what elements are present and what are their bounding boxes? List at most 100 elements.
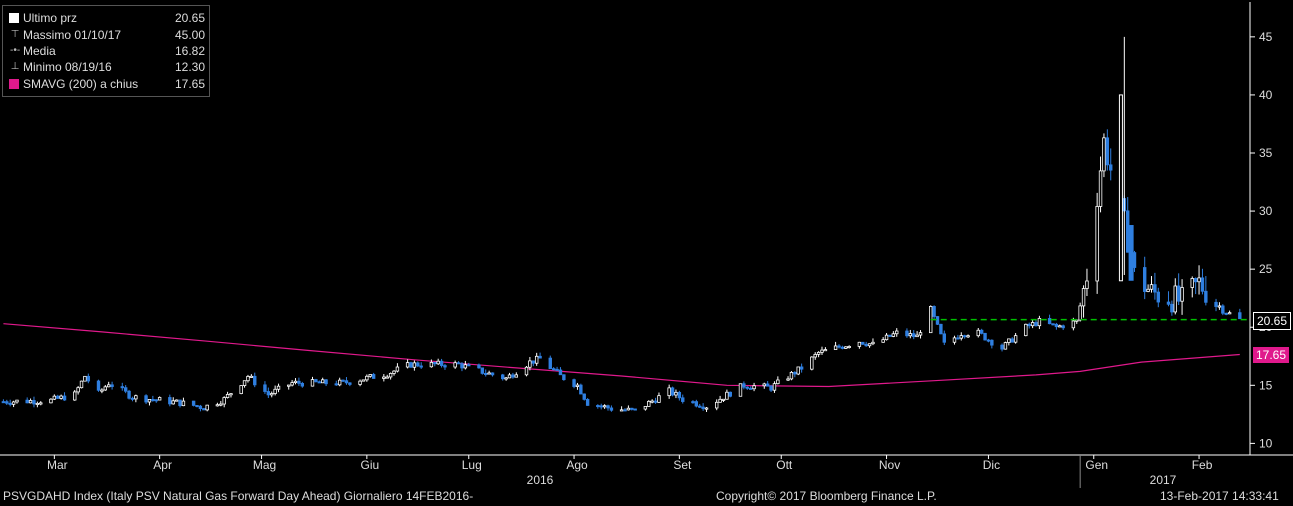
candle-down bbox=[314, 379, 318, 383]
candle-down bbox=[538, 355, 542, 359]
y-tick-label: 35 bbox=[1259, 146, 1273, 160]
candle-down bbox=[939, 323, 943, 335]
candle-up bbox=[626, 407, 631, 411]
candle-up bbox=[881, 339, 885, 343]
candle-down bbox=[202, 408, 206, 411]
candle-up bbox=[1102, 137, 1106, 172]
x-tick-label: Apr bbox=[153, 458, 172, 472]
candle-up bbox=[1007, 338, 1011, 343]
candle-down bbox=[769, 385, 773, 391]
candle-up bbox=[504, 377, 508, 380]
candle-up bbox=[884, 334, 889, 341]
candle-up bbox=[1003, 342, 1008, 350]
footer-index-text: PSVGDAHD Index (Italy PSV Natural Gas Fo… bbox=[3, 489, 474, 503]
candle-up bbox=[725, 391, 729, 400]
candle-down bbox=[585, 399, 590, 406]
candle-up bbox=[229, 393, 233, 396]
spike-candle bbox=[1128, 225, 1134, 281]
candle-up bbox=[225, 394, 230, 398]
x-tick-label: Lug bbox=[462, 458, 482, 472]
candle-down bbox=[562, 374, 566, 381]
candle-down bbox=[195, 405, 199, 408]
legend-label: Ultimo prz bbox=[23, 11, 78, 25]
candle-down bbox=[348, 382, 352, 385]
candle-down bbox=[698, 405, 702, 408]
candle-up bbox=[76, 387, 80, 393]
candle-down bbox=[460, 363, 464, 369]
candle-up bbox=[619, 409, 624, 412]
axes-layer: 1015202530354045MarAprMagGiuLugAgoSetOtt… bbox=[0, 2, 1293, 488]
x-tick-label: Set bbox=[673, 458, 692, 472]
legend-item-avg: -•- Media 16.82 bbox=[9, 43, 205, 59]
candle-up bbox=[657, 395, 661, 403]
candle-up bbox=[79, 380, 84, 389]
candle-up bbox=[361, 379, 366, 382]
candle-up bbox=[429, 361, 434, 368]
candle-up bbox=[1149, 284, 1154, 290]
candle-up bbox=[1227, 312, 1232, 315]
candle-down bbox=[986, 339, 991, 342]
candle-up bbox=[667, 387, 671, 397]
candle-down bbox=[198, 405, 203, 409]
candle-up bbox=[776, 379, 780, 385]
candle-down bbox=[1143, 267, 1147, 292]
candle-up bbox=[1098, 170, 1103, 207]
candle-up bbox=[762, 383, 766, 387]
candle-down bbox=[956, 337, 960, 340]
x-tick-label: Mar bbox=[47, 458, 68, 472]
candle-down bbox=[433, 361, 437, 365]
candle-up bbox=[1085, 280, 1089, 289]
candle-down bbox=[416, 362, 420, 367]
last-price-tag: 20.65 bbox=[1253, 311, 1292, 330]
min-marker-icon: ⊥ bbox=[10, 61, 20, 72]
candle-down bbox=[178, 399, 182, 407]
candle-down bbox=[962, 335, 967, 338]
candle-up bbox=[507, 374, 512, 379]
candle-up bbox=[39, 402, 43, 405]
candle-up bbox=[643, 406, 648, 410]
candle-down bbox=[653, 400, 658, 403]
candle-up bbox=[871, 341, 875, 345]
candle-up bbox=[857, 341, 862, 347]
candle-up bbox=[242, 380, 247, 386]
x-tick-label: Mag bbox=[253, 458, 276, 472]
candle-down bbox=[912, 333, 916, 338]
candle-down bbox=[419, 365, 423, 368]
candle-down bbox=[123, 387, 128, 392]
candle-down bbox=[1047, 318, 1052, 325]
candle-up bbox=[215, 404, 220, 407]
y-tick-label: 30 bbox=[1259, 204, 1273, 218]
candle-down bbox=[990, 339, 994, 346]
candle-down bbox=[606, 405, 610, 409]
candlestick-layer bbox=[1, 36, 1250, 412]
candle-up bbox=[1058, 325, 1062, 328]
candle-down bbox=[765, 383, 770, 387]
candle-up bbox=[752, 385, 756, 390]
candle-down bbox=[630, 407, 634, 410]
candle-up bbox=[287, 384, 291, 387]
y-tick-label: 10 bbox=[1259, 436, 1273, 450]
candle-up bbox=[52, 395, 57, 400]
candle-up bbox=[73, 391, 77, 401]
candle-down bbox=[1010, 338, 1014, 343]
candle-down bbox=[531, 360, 535, 364]
candle-down bbox=[300, 382, 305, 387]
candle-up bbox=[310, 379, 315, 387]
candle-up bbox=[28, 400, 33, 404]
candle-down bbox=[932, 306, 936, 317]
candle-down bbox=[1156, 291, 1160, 303]
footer-timestamp: 13-Feb-2017 14:33:41 bbox=[1160, 489, 1279, 503]
candle-down bbox=[1153, 284, 1157, 293]
candle-up bbox=[436, 360, 440, 365]
candle-up bbox=[11, 401, 16, 405]
x-tick-label: Nov bbox=[879, 458, 900, 472]
candle-up bbox=[813, 353, 817, 358]
candle-down bbox=[979, 329, 984, 334]
candle-up bbox=[1024, 323, 1028, 337]
candle-up bbox=[83, 375, 87, 382]
candle-up bbox=[412, 362, 417, 368]
legend-item-sma: SMAVG (200) a chius 17.65 bbox=[9, 76, 205, 92]
candle-down bbox=[263, 384, 267, 392]
candle-up bbox=[463, 364, 468, 369]
